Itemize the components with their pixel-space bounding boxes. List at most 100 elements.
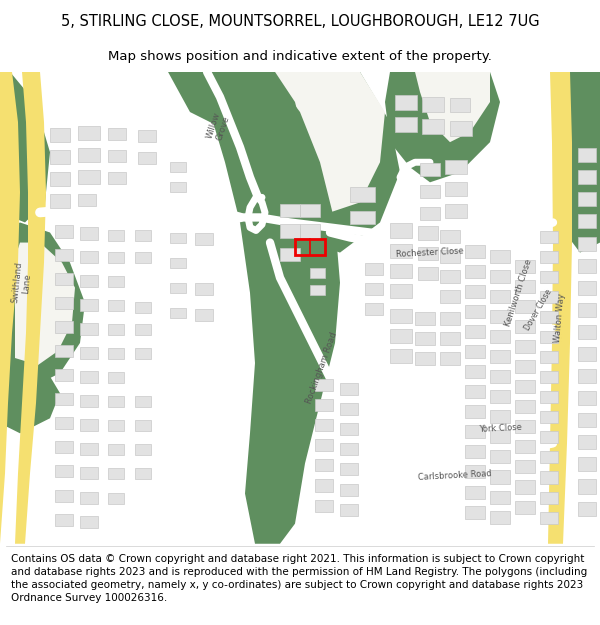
- Bar: [135, 396, 151, 408]
- Bar: [108, 128, 126, 140]
- Bar: [315, 439, 333, 451]
- Bar: [350, 188, 375, 202]
- Bar: [80, 419, 98, 431]
- Text: 5, STIRLING CLOSE, MOUNTSORREL, LOUGHBOROUGH, LE12 7UG: 5, STIRLING CLOSE, MOUNTSORREL, LOUGHBOR…: [61, 14, 539, 29]
- Bar: [515, 420, 535, 433]
- Bar: [315, 479, 333, 491]
- Bar: [108, 173, 126, 184]
- Bar: [515, 400, 535, 413]
- Text: Walton Way: Walton Way: [553, 292, 566, 343]
- Bar: [340, 463, 358, 476]
- Bar: [365, 262, 383, 274]
- Bar: [135, 348, 151, 359]
- Bar: [515, 380, 535, 393]
- Bar: [515, 259, 535, 272]
- Bar: [80, 274, 98, 287]
- Text: Rochester Close: Rochester Close: [396, 246, 464, 259]
- Bar: [395, 117, 417, 132]
- Bar: [350, 211, 375, 224]
- Bar: [280, 224, 300, 238]
- Text: Swithland
Lane: Swithland Lane: [10, 261, 34, 304]
- Bar: [515, 461, 535, 474]
- Bar: [80, 323, 98, 335]
- Bar: [195, 232, 213, 244]
- Bar: [390, 244, 412, 258]
- Bar: [445, 204, 467, 219]
- Bar: [465, 365, 485, 378]
- Bar: [80, 347, 98, 359]
- Text: Willow
Grove: Willow Grove: [205, 111, 232, 143]
- Text: Rockingham Road: Rockingham Road: [305, 331, 339, 405]
- Bar: [135, 324, 151, 335]
- Bar: [540, 391, 558, 403]
- Bar: [465, 345, 485, 358]
- Bar: [108, 300, 124, 311]
- Bar: [465, 466, 485, 479]
- Bar: [55, 418, 73, 429]
- Bar: [445, 182, 467, 196]
- Bar: [315, 459, 333, 471]
- Bar: [135, 302, 151, 313]
- Bar: [170, 308, 186, 318]
- Bar: [422, 97, 444, 112]
- Bar: [108, 276, 124, 287]
- Bar: [108, 348, 124, 359]
- Bar: [80, 443, 98, 456]
- Bar: [80, 228, 98, 239]
- Bar: [390, 224, 412, 238]
- Bar: [80, 516, 98, 528]
- Bar: [515, 320, 535, 333]
- Bar: [465, 446, 485, 458]
- Bar: [50, 128, 70, 142]
- Bar: [315, 379, 333, 391]
- Bar: [138, 130, 156, 142]
- Bar: [540, 491, 558, 504]
- Bar: [465, 244, 485, 258]
- Bar: [108, 372, 124, 383]
- Bar: [340, 383, 358, 395]
- Bar: [310, 285, 325, 295]
- Bar: [490, 511, 510, 524]
- Bar: [78, 170, 100, 184]
- Bar: [108, 150, 126, 162]
- Bar: [540, 512, 558, 524]
- Bar: [195, 282, 213, 295]
- Bar: [450, 121, 472, 136]
- Bar: [490, 350, 510, 363]
- Bar: [578, 413, 596, 428]
- Bar: [440, 269, 460, 282]
- Bar: [540, 451, 558, 463]
- Bar: [540, 291, 558, 302]
- Bar: [420, 208, 440, 221]
- Bar: [540, 251, 558, 262]
- Bar: [465, 305, 485, 318]
- Bar: [415, 312, 435, 325]
- Bar: [80, 371, 98, 383]
- Bar: [295, 239, 325, 254]
- Bar: [80, 395, 98, 408]
- Bar: [78, 148, 100, 162]
- Bar: [310, 268, 325, 278]
- Bar: [418, 267, 438, 280]
- Bar: [465, 264, 485, 278]
- Bar: [50, 194, 70, 208]
- Bar: [578, 347, 596, 361]
- Bar: [540, 431, 558, 443]
- Bar: [578, 259, 596, 272]
- Bar: [578, 281, 596, 295]
- Bar: [80, 468, 98, 479]
- Text: Dover Close: Dover Close: [523, 288, 553, 332]
- Bar: [415, 352, 435, 365]
- Polygon shape: [0, 72, 50, 222]
- Bar: [55, 441, 73, 453]
- Polygon shape: [565, 72, 600, 253]
- Bar: [578, 214, 596, 229]
- Bar: [390, 329, 412, 343]
- Bar: [578, 325, 596, 339]
- Bar: [420, 186, 440, 198]
- Bar: [540, 311, 558, 323]
- Bar: [108, 324, 124, 335]
- Bar: [390, 309, 412, 323]
- Bar: [440, 352, 460, 365]
- Bar: [490, 491, 510, 504]
